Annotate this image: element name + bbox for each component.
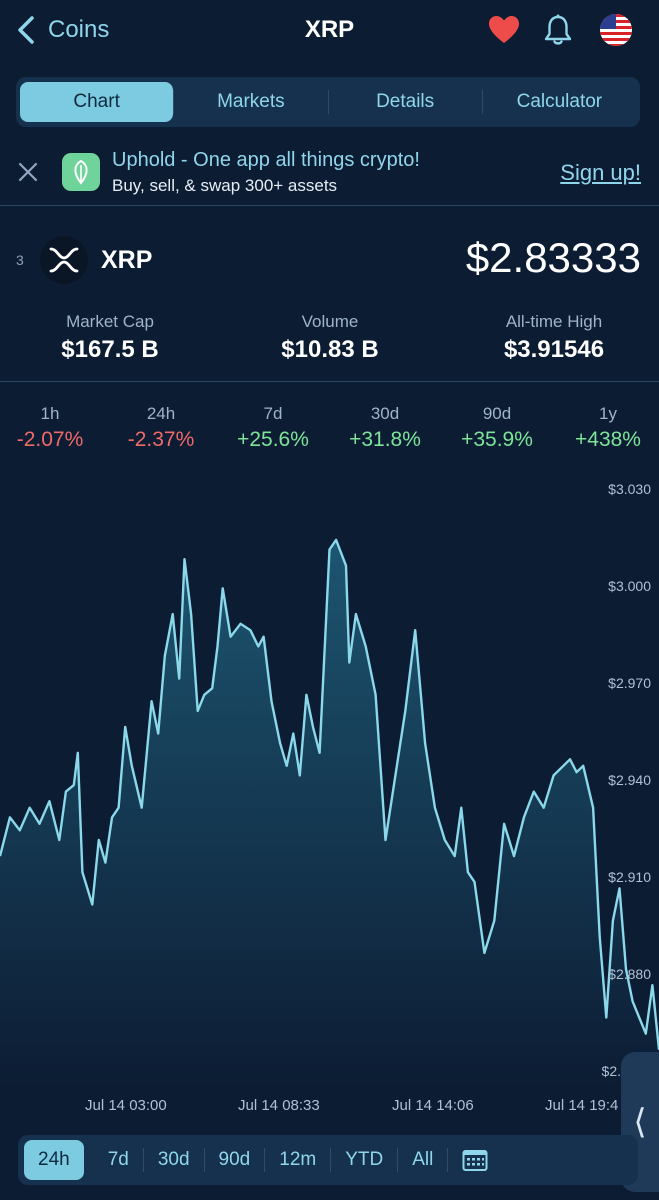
change-label: 30d xyxy=(370,404,400,423)
top-bar: Coins XRP xyxy=(0,0,659,64)
calendar-icon xyxy=(462,1150,488,1171)
ad-banner: Uphold - One app all things crypto! Buy,… xyxy=(0,140,659,206)
chevron-left-icon xyxy=(18,16,34,44)
stat-volume: Volume $10.83 B xyxy=(220,312,440,364)
uphold-logo xyxy=(62,153,100,191)
tab-markets[interactable]: Markets xyxy=(217,91,285,112)
price-area xyxy=(0,539,659,1090)
change-label: 7d xyxy=(263,404,283,423)
stat-value: $167.5 B xyxy=(61,336,159,363)
x-axis-label: Jul 14 19:4 xyxy=(545,1097,619,1114)
change-value: -2.37% xyxy=(127,428,195,451)
x-axis-label: Jul 14 08:33 xyxy=(238,1097,320,1114)
date-picker-button[interactable] xyxy=(448,1140,502,1180)
range-ytd[interactable]: YTD xyxy=(345,1149,384,1170)
range-divider xyxy=(330,1148,332,1172)
bell-icon xyxy=(544,14,572,45)
range-selector: 24h 7d 30d 90d 12m YTD All xyxy=(18,1135,638,1185)
change-value: +31.8% xyxy=(349,428,421,451)
coin-name: XRP xyxy=(101,246,153,274)
range-divider xyxy=(142,1148,144,1172)
y-axis-label: $2.880 xyxy=(608,966,651,982)
ad-subtitle: Buy, sell, & swap 300+ assets xyxy=(112,176,338,195)
market-stats: Market Cap $167.5 B Volume $10.83 B All-… xyxy=(0,312,659,380)
change-label: 1y xyxy=(599,404,617,423)
range-7d[interactable]: 7d xyxy=(107,1149,129,1170)
y-axis-label: $2. xyxy=(601,1063,621,1079)
tab-chart[interactable]: Chart xyxy=(20,82,174,122)
y-axis-label: $3.030 xyxy=(608,481,651,497)
change-label: 24h xyxy=(146,404,176,423)
us-flag-icon xyxy=(600,14,632,46)
range-90d[interactable]: 90d xyxy=(218,1149,251,1170)
alerts-button[interactable] xyxy=(540,12,576,48)
y-axis-label: $2.910 xyxy=(608,869,651,885)
change-label: 90d xyxy=(482,404,512,423)
sign-up-link[interactable]: Sign up! xyxy=(560,160,641,185)
section-divider xyxy=(0,381,659,382)
change-30d: 30d +31.8% xyxy=(330,404,440,452)
price-line xyxy=(0,538,659,1050)
xrp-logo-icon xyxy=(40,236,88,284)
currency-button[interactable] xyxy=(598,12,634,48)
y-axis-label: $2.940 xyxy=(608,772,651,788)
change-1h: 1h -2.07% xyxy=(0,404,105,452)
tab-details[interactable]: Details xyxy=(376,91,435,112)
change-value: -2.07% xyxy=(16,428,84,451)
range-divider xyxy=(397,1148,399,1172)
price-chart[interactable] xyxy=(0,470,659,1090)
change-90d: 90d +35.9% xyxy=(442,404,552,452)
range-30d[interactable]: 30d xyxy=(157,1149,190,1170)
price-chart-svg xyxy=(0,538,659,1090)
tab-divider xyxy=(481,90,483,114)
change-1y: 1y +438% xyxy=(553,404,659,452)
tab-divider xyxy=(327,90,329,114)
tab-bar: Chart Markets Details Calculator xyxy=(16,77,640,127)
chevron-left-icon: ⟨ xyxy=(633,1103,647,1141)
x-axis-label: Jul 14 14:06 xyxy=(392,1097,474,1114)
stat-value: $10.83 B xyxy=(281,336,379,363)
tab-calculator[interactable]: Calculator xyxy=(516,91,603,112)
uphold-leaf-icon xyxy=(74,159,88,185)
stat-value: $3.91546 xyxy=(503,336,605,363)
y-axis-label: $3.000 xyxy=(608,578,651,594)
back-label: Coins xyxy=(48,16,110,43)
stat-label: Volume xyxy=(301,312,359,331)
change-value: +438% xyxy=(575,428,641,451)
range-12m[interactable]: 12m xyxy=(279,1149,317,1170)
stat-all-time-high: All-time High $3.91546 xyxy=(444,312,659,364)
coin-price: $2.83333 xyxy=(465,234,641,281)
change-value: +25.6% xyxy=(237,428,309,451)
range-divider xyxy=(264,1148,266,1172)
tab-divider xyxy=(173,90,175,114)
back-button[interactable]: Coins xyxy=(14,12,109,48)
change-label: 1h xyxy=(40,404,60,423)
range-divider xyxy=(203,1148,205,1172)
favorite-button[interactable] xyxy=(486,12,522,48)
coin-summary: 3 XRP $2.83333 xyxy=(0,222,659,302)
coin-rank: 3 xyxy=(16,252,24,268)
range-all[interactable]: All xyxy=(412,1149,434,1170)
heart-icon xyxy=(489,16,519,43)
close-ad-button[interactable] xyxy=(14,158,42,186)
ad-title: Uphold - One app all things crypto! xyxy=(112,149,420,171)
x-axis-label: Jul 14 03:00 xyxy=(85,1097,167,1114)
stat-label: All-time High xyxy=(505,312,603,331)
y-axis-label: $2.970 xyxy=(608,675,651,691)
close-icon xyxy=(18,162,38,182)
range-divider xyxy=(447,1148,449,1172)
price-changes: 1h -2.07% 24h -2.37% 7d +25.6% 30d +31.8… xyxy=(0,404,659,456)
change-24h: 24h -2.37% xyxy=(106,404,216,452)
range-24h[interactable]: 24h xyxy=(24,1140,84,1180)
stat-label: Market Cap xyxy=(66,312,154,331)
change-value: +35.9% xyxy=(461,428,533,451)
stat-market-cap: Market Cap $167.5 B xyxy=(0,312,220,364)
change-7d: 7d +25.6% xyxy=(218,404,328,452)
